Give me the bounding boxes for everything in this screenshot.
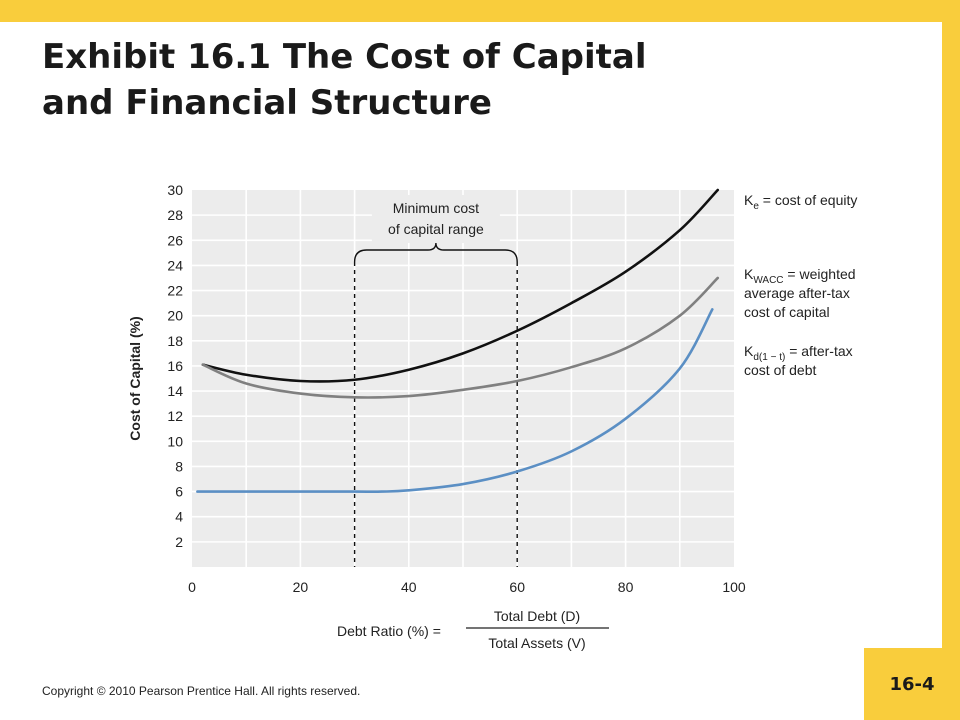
x-tick-label: 80 (618, 579, 634, 595)
y-tick-label: 30 (167, 182, 183, 198)
annotation-line-1: Minimum cost (393, 200, 479, 216)
slide-title-line-1: Exhibit 16.1 The Cost of Capital (42, 37, 647, 77)
y-tick-label: 20 (167, 308, 183, 324)
page-number: 16-4 (889, 673, 935, 695)
slide-title: Exhibit 16.1 The Cost of Capital and Fin… (42, 34, 842, 126)
legend-wacc: KWACC = weighted (744, 266, 856, 286)
y-tick-label: 10 (167, 433, 183, 449)
y-tick-label: 8 (175, 458, 183, 474)
legend-cost-of-debt-line-2: cost of debt (744, 362, 816, 378)
legend-cost-of-equity: Ke = cost of equity (744, 192, 857, 212)
x-tick-label: 60 (509, 579, 525, 595)
y-tick-label: 22 (167, 283, 183, 299)
x-axis-label-numerator: Total Debt (D) (494, 608, 580, 624)
slide-title-line-2: and Financial Structure (42, 83, 492, 123)
x-tick-label: 40 (401, 579, 417, 595)
y-axis-label: Cost of Capital (%) (127, 316, 143, 440)
x-tick-label: 0 (188, 579, 196, 595)
y-tick-label: 28 (167, 207, 183, 223)
x-axis-label-prefix: Debt Ratio (%) = (337, 623, 441, 639)
y-tick-label: 18 (167, 333, 183, 349)
top-frame-bar (0, 0, 960, 22)
y-tick-label: 16 (167, 358, 183, 374)
y-tick-label: 12 (167, 408, 183, 424)
legend-wacc-line-3: cost of capital (744, 304, 830, 320)
cost-of-equity-line (201, 188, 720, 383)
x-tick-label: 20 (293, 579, 309, 595)
page-number-badge: 16-4 (864, 648, 960, 720)
copyright-notice: Copyright © 2010 Pearson Prentice Hall. … (42, 684, 361, 698)
right-frame-bar (942, 0, 960, 720)
y-tick-label: 4 (175, 509, 183, 525)
y-tick-label: 14 (167, 383, 183, 399)
legend-wacc-line-2: average after-tax (744, 285, 850, 301)
y-tick-label: 26 (167, 232, 183, 248)
range-brace (353, 242, 518, 263)
y-tick-label: 6 (175, 484, 183, 500)
x-tick-label: 100 (722, 579, 746, 595)
annotation-line-2: of capital range (388, 221, 484, 237)
y-tick-label: 24 (167, 257, 183, 273)
wacc-line (201, 276, 720, 399)
x-axis-label-denominator: Total Assets (V) (488, 635, 585, 651)
legend-cost-of-debt: Kd(1 − t) = after-tax (744, 343, 853, 363)
cost-of-debt-line (196, 308, 714, 493)
y-tick-label: 2 (175, 534, 183, 550)
annotation-background (371, 195, 500, 243)
